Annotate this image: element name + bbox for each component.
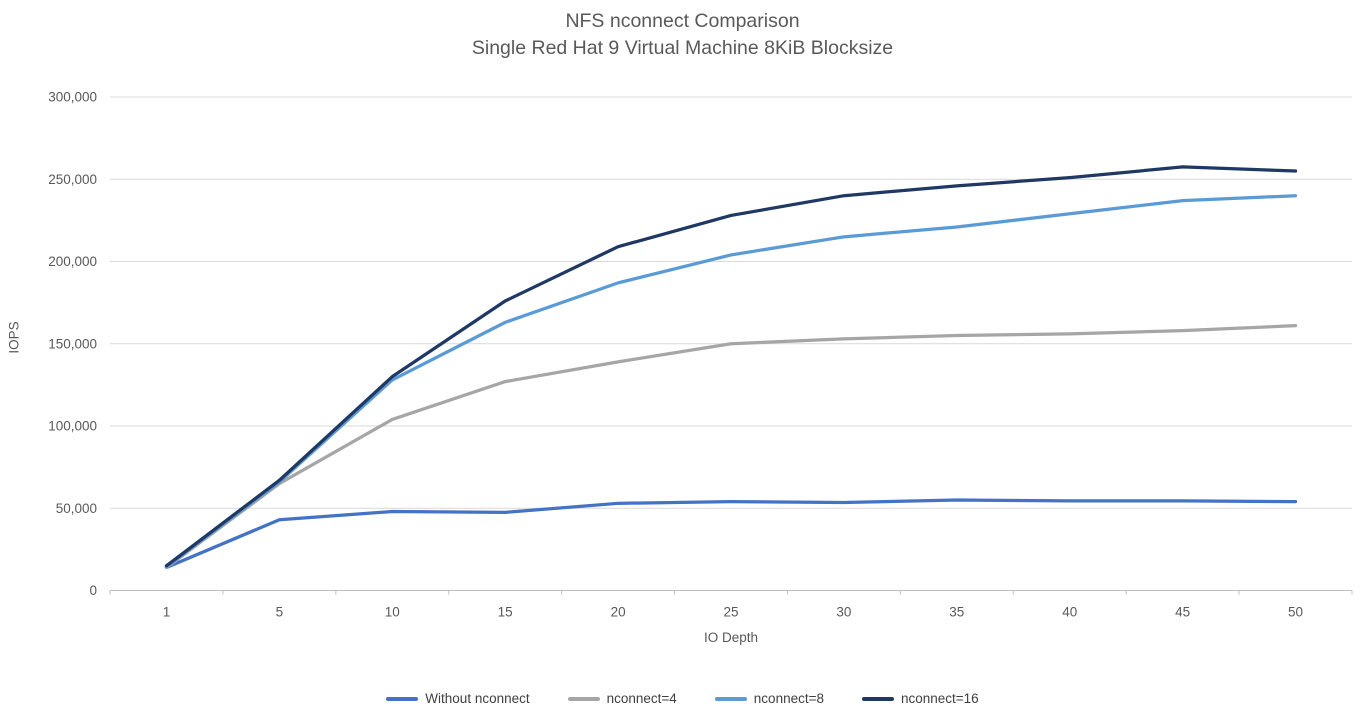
chart-subtitle: Single Red Hat 9 Virtual Machine 8KiB Bl… xyxy=(471,37,894,59)
chart-title-block: NFS nconnect Comparison Single Red Hat 9… xyxy=(0,8,1365,62)
y-axis-title: IOPS xyxy=(6,321,22,354)
legend-swatch-line xyxy=(567,696,600,701)
legend-label: nconnect=16 xyxy=(900,691,979,706)
x-tick-label: 10 xyxy=(385,605,400,620)
legend-item-nconnect-8: nconnect=8 xyxy=(714,691,824,706)
series-line-nconnect-8 xyxy=(164,194,1298,569)
x-tick-label: 40 xyxy=(1062,605,1077,620)
legend-swatch-line xyxy=(714,696,747,701)
x-tick-label: 15 xyxy=(498,605,513,620)
legend-label: nconnect=4 xyxy=(606,691,677,706)
legend-label: nconnect=8 xyxy=(753,691,824,706)
legend-item-nconnect-16: nconnect=16 xyxy=(861,691,979,706)
y-tick-label: 0 xyxy=(89,583,97,598)
x-tick-label: 20 xyxy=(611,605,626,620)
legend-item-nconnect-4: nconnect=4 xyxy=(567,691,677,706)
x-tick-label: 25 xyxy=(723,605,738,620)
series-line-nconnect-16 xyxy=(164,165,1298,568)
y-tick-label: 300,000 xyxy=(48,90,97,105)
legend-swatch-line xyxy=(861,696,894,701)
x-tick-label: 30 xyxy=(836,605,851,620)
y-tick-label: 50,000 xyxy=(56,501,97,516)
x-tick-label: 1 xyxy=(163,605,171,620)
series-line-nconnect-4 xyxy=(164,324,1298,570)
x-tick-label: 45 xyxy=(1175,605,1190,620)
chart-title: NFS nconnect Comparison xyxy=(565,10,800,32)
x-tick-label: 5 xyxy=(276,605,284,620)
x-tick-label: 35 xyxy=(949,605,964,620)
x-axis-title: IO Depth xyxy=(703,630,759,645)
y-tick-label: 250,000 xyxy=(48,172,97,187)
x-tick-label: 50 xyxy=(1288,605,1303,620)
y-tick-label: 150,000 xyxy=(48,336,97,351)
legend: Without nconnect nconnect=4 nconnect=8 n… xyxy=(0,691,1365,706)
legend-label: Without nconnect xyxy=(425,691,530,706)
legend-item-without-nconnect: Without nconnect xyxy=(386,691,530,706)
series-line-without-nconnect xyxy=(164,498,1298,570)
y-tick-label: 100,000 xyxy=(48,419,97,434)
legend-swatch-line xyxy=(386,696,419,701)
y-tick-label: 200,000 xyxy=(48,254,97,269)
